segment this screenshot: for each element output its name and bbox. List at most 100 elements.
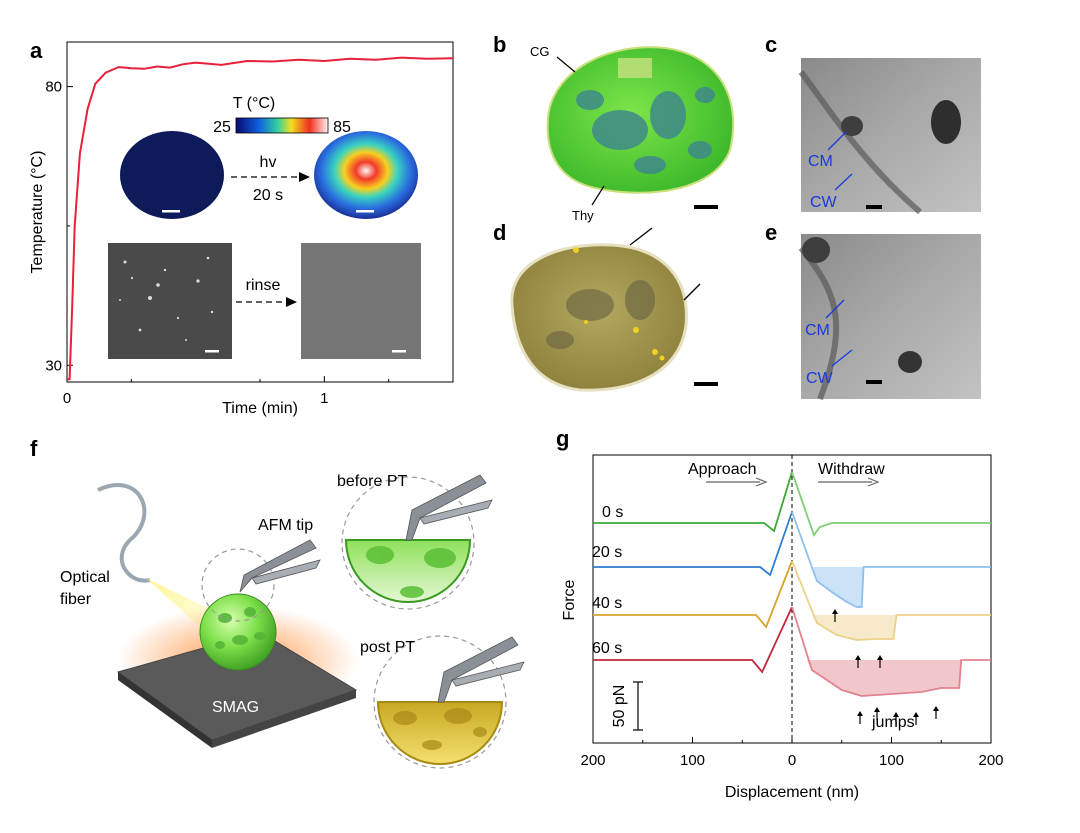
arrowhead: [755, 477, 768, 487]
label-cm: CM: [805, 322, 830, 339]
label-cw: CW: [806, 370, 834, 387]
arrow-label-time: 20 s: [253, 187, 283, 204]
adhesion-area: [811, 615, 897, 640]
panel-label-b: b: [493, 32, 506, 57]
substrate-edge: [118, 672, 212, 748]
jump-arrowhead: [832, 609, 838, 614]
cell-organelles: [576, 87, 715, 174]
inset-post-circle: [373, 635, 507, 769]
adhesion-area: [811, 567, 864, 607]
jump-arrowhead: [893, 712, 899, 717]
scale-bar-label: 50 pN: [611, 685, 628, 728]
pointer-arrow: [683, 283, 701, 301]
half-cell-texture: [393, 708, 487, 750]
scale-bar: [392, 350, 406, 353]
label-optical-line2: fiber: [60, 591, 92, 608]
panel-g-chart: 200 100 0 100 200 Displacement (nm) Force Ap…: [561, 454, 1004, 801]
sem-image-after: [301, 243, 421, 359]
withdraw-curve: [791, 511, 991, 608]
temperature-curve: [67, 56, 454, 381]
x-axis-label-g: Displacement (nm): [725, 784, 859, 801]
withdraw-curve: [791, 471, 991, 537]
label-cw: CW: [810, 194, 838, 211]
force-curves: [593, 471, 991, 697]
panel-label-g: g: [556, 426, 569, 451]
colorbar-min: 25: [213, 119, 231, 136]
approach-curve: [593, 511, 793, 577]
scale-bar: [866, 205, 882, 209]
x-tick-label: 0: [63, 390, 71, 407]
scale-bar: [866, 380, 882, 384]
label-before-pt: before PT: [337, 473, 407, 490]
panel-e-tem: CM CW: [798, 234, 981, 401]
pointer-arrow: [831, 349, 853, 367]
x-tick-label: 100: [680, 752, 705, 769]
x-tick-label: 200: [978, 752, 1003, 769]
jump-arrowhead: [857, 711, 863, 716]
gold-particles: [573, 247, 665, 361]
label-cg: CG: [530, 44, 550, 59]
y-tick-label: 80: [45, 79, 62, 96]
afm-tip-arm: [451, 661, 525, 687]
membrane-band: [798, 70, 922, 215]
pointer-arrow: [556, 56, 576, 73]
arrow-label-rinse: rinse: [246, 277, 281, 294]
label-withdraw: Withdraw: [818, 461, 885, 478]
scale-bar: [205, 350, 219, 353]
pointer-arrow: [629, 227, 653, 246]
panel-label-d: d: [493, 220, 506, 245]
afm-tip-arm: [419, 499, 493, 525]
series-label-60s: 60 s: [592, 640, 622, 657]
inset-before-circle: [341, 476, 475, 610]
pointer-arrow: [827, 131, 847, 151]
dark-granule: [931, 100, 961, 144]
y-axis-label-a: Temperature (°C): [29, 151, 46, 274]
label-thy: Thy: [572, 208, 594, 223]
panel-b-cell: CG Thy: [530, 44, 735, 223]
panel-a-chart: 0 1 30 80 Time (min) Temperature (°C) T (°C…: [29, 41, 454, 417]
approach-curve: [593, 560, 793, 629]
label-jumps: jumps: [871, 714, 915, 731]
series-label-40s: 40 s: [592, 595, 622, 612]
x-tick-label: 1: [320, 390, 328, 407]
adhesion-area: [806, 660, 962, 696]
arrowhead: [299, 172, 310, 182]
scale-bar: [694, 205, 718, 209]
afm-cantilever: [239, 539, 317, 593]
jump-arrowhead: [855, 655, 861, 660]
substrate-edge: [212, 690, 356, 748]
approach-curve: [593, 471, 793, 533]
withdraw-curve: [791, 560, 991, 641]
jump-arrowhead: [933, 706, 939, 711]
colorbar-max: 85: [333, 119, 351, 136]
label-cm: CM: [808, 153, 833, 170]
scale-bar: [162, 210, 180, 213]
afm-tip-inset: [405, 474, 487, 541]
thermal-image-after: [314, 131, 418, 219]
dark-granule: [841, 116, 863, 136]
x-axis-label-a: Time (min): [222, 400, 298, 417]
withdraw-curve: [791, 606, 991, 697]
jump-arrowhead: [874, 707, 880, 712]
pointer-arrow: [834, 173, 853, 191]
series-label-0s: 0 s: [602, 504, 623, 521]
panel-label-a: a: [30, 38, 43, 63]
approach-curve: [593, 606, 793, 674]
label-post-pt: post PT: [360, 639, 415, 656]
sphere-organelles: [215, 607, 266, 649]
scale-bar: [356, 210, 374, 213]
cell-sphere: [199, 593, 277, 671]
afm-cantilever-arm: [251, 559, 321, 585]
arrowhead: [286, 297, 297, 307]
label-optical-line1: Optical: [60, 569, 110, 586]
panel-g-ticks: 200 100 0 100 200: [580, 737, 1004, 769]
arrowhead: [867, 477, 880, 487]
sem-image-before: [108, 243, 232, 359]
x-tick-label: 0: [788, 752, 796, 769]
pointer-arrow: [591, 185, 605, 206]
dark-granule: [802, 237, 830, 263]
thermal-image-before: [120, 131, 224, 219]
carboxysome-granule: [618, 58, 652, 78]
optical-fiber: [97, 483, 151, 583]
panel-d-cell: [510, 227, 718, 392]
